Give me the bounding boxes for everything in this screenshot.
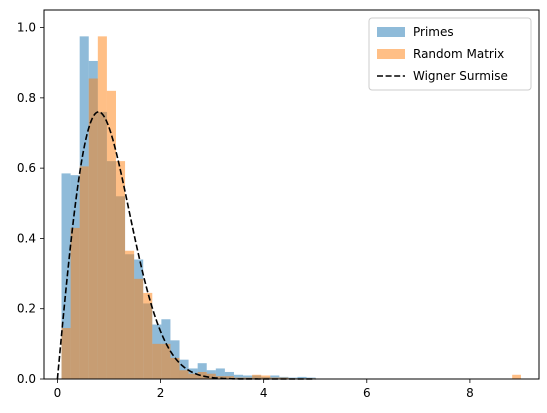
legend-box [368, 17, 532, 91]
random-matrix-bar-17 [215, 376, 225, 379]
random-matrix-bar-22 [261, 375, 271, 379]
random-matrix-bar-10 [152, 343, 162, 379]
y-tick-label-3: 0.6 [17, 161, 36, 175]
x-tick-label-4: 8 [466, 386, 474, 400]
random-matrix-bar-1 [70, 227, 80, 379]
random-matrix-bar-2 [79, 166, 89, 379]
random-matrix-bar-18 [224, 376, 234, 379]
legend-label-wigner-surmise: Wigner Surmise [413, 69, 508, 83]
random-matrix-bar-0 [61, 328, 71, 379]
primes-bar-19 [233, 374, 244, 379]
y-tick-label-4: 0.8 [17, 91, 36, 105]
primes-bar-23 [270, 375, 280, 379]
random-matrix-bar-9 [143, 292, 153, 379]
x-tick-label-3: 6 [363, 386, 371, 400]
x-axis: 0 2 4 6 8 [54, 379, 474, 400]
random-matrix-bar-5 [106, 90, 116, 379]
legend-label-random-matrix: Random Matrix [413, 47, 504, 61]
y-axis: 0.0 0.2 0.4 0.6 0.8 1.0 [17, 21, 44, 386]
legend: Primes Random Matrix Wigner Surmise [368, 17, 532, 91]
y-tick-label-1: 0.2 [17, 302, 36, 316]
legend-label-primes: Primes [413, 25, 454, 39]
legend-swatch-primes [377, 27, 405, 37]
random-matrix-bar-3 [88, 78, 98, 379]
primes-bar-15 [197, 363, 207, 379]
x-tick-label-0: 0 [54, 386, 62, 400]
x-tick-label-1: 2 [157, 386, 165, 400]
random-matrix-bar-15 [197, 371, 207, 379]
histogram-bars [61, 36, 521, 380]
primes-bar-26 [297, 376, 307, 379]
primes-bar-18 [224, 371, 234, 379]
random-matrix-bar-6 [115, 161, 126, 379]
primes-bar-14 [188, 368, 198, 379]
random-matrix-bar-13 [179, 370, 189, 379]
x-tick-label-2: 4 [260, 386, 268, 400]
random-matrix-bar-11 [161, 343, 171, 379]
y-tick-label-0: 0.0 [17, 372, 36, 386]
y-tick-label-5: 1.0 [17, 21, 36, 35]
axes-frame [43, 9, 540, 380]
primes-bar-13 [179, 359, 189, 379]
random-matrix-bar-16 [206, 373, 216, 379]
random-matrix-bar-12 [170, 357, 180, 379]
random-matrix-bar-7 [125, 250, 135, 379]
legend-swatch-random-matrix [377, 49, 405, 59]
random-matrix-bar-extra-0 [512, 374, 521, 379]
y-tick-label-2: 0.4 [17, 231, 36, 245]
random-matrix-bar-14 [188, 373, 198, 379]
primes-bar-0 [61, 173, 71, 379]
random-matrix-bars [61, 36, 521, 380]
primes-bar-20 [243, 375, 253, 379]
random-matrix-bar-21 [252, 374, 262, 379]
random-matrix-bar-8 [134, 278, 144, 379]
random-matrix-bar-4 [97, 36, 107, 380]
primes-bar-17 [215, 368, 225, 379]
